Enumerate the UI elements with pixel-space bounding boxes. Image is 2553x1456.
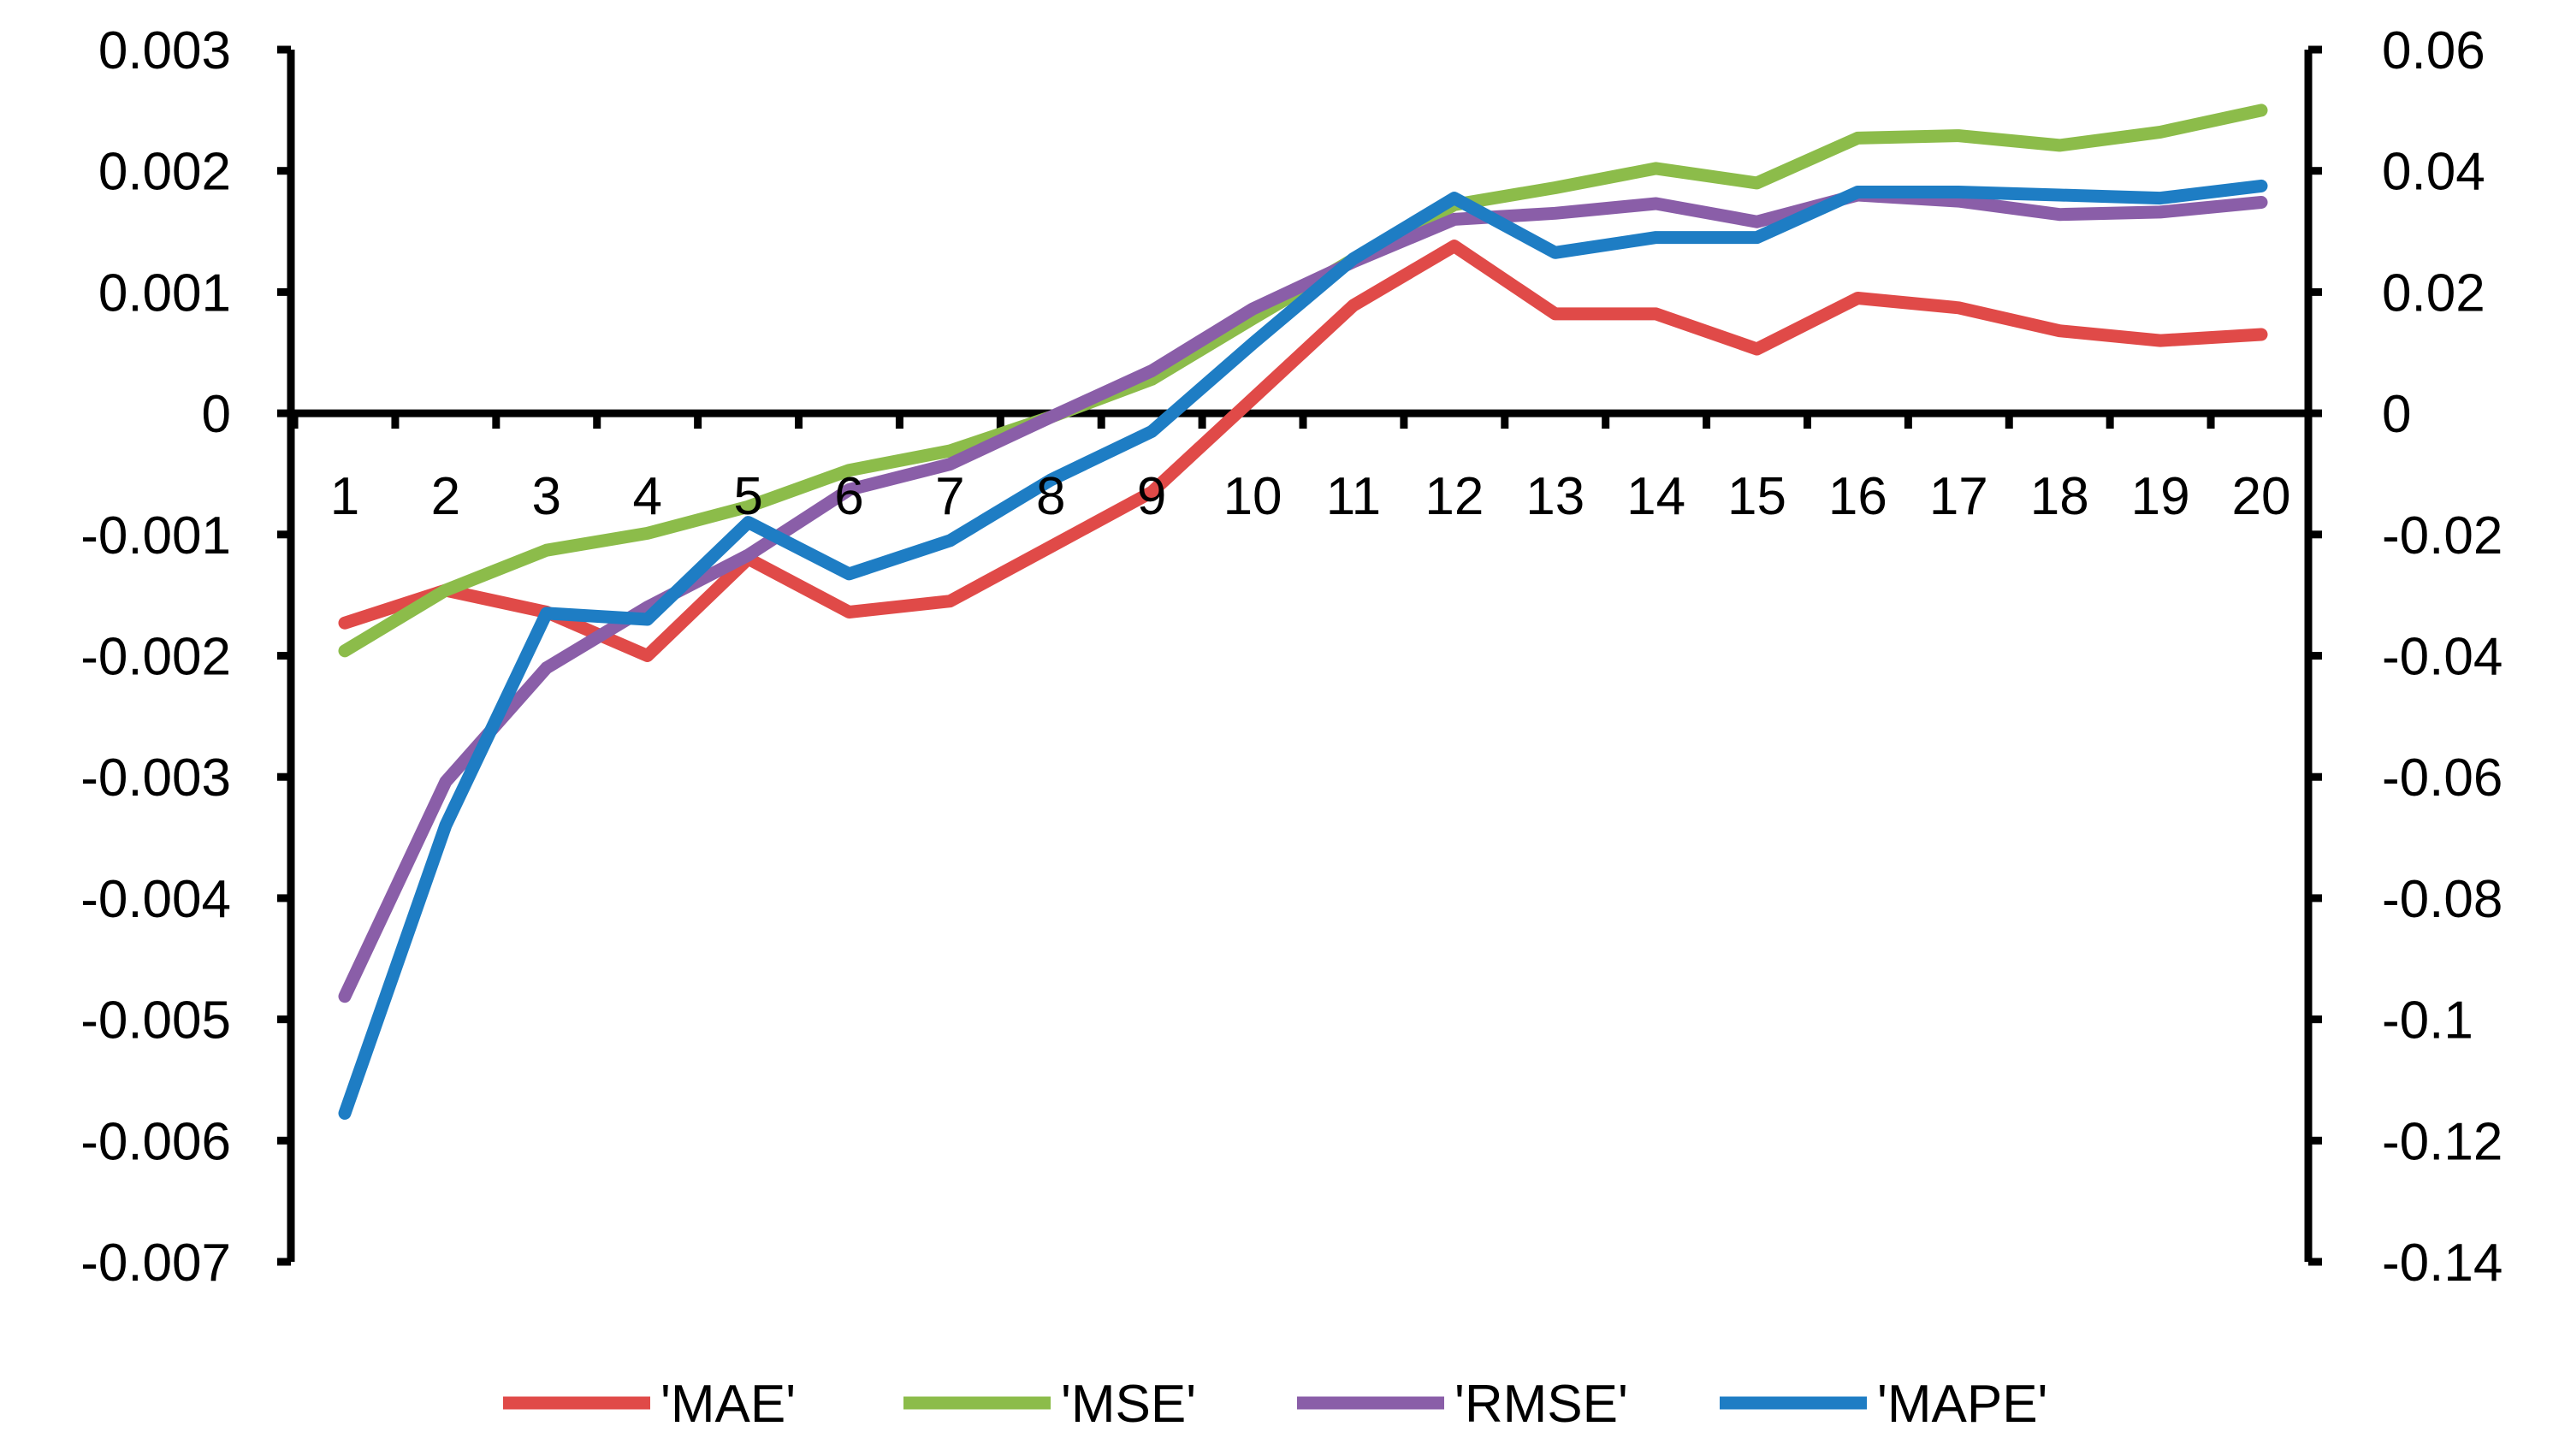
x-tick-label: 14 <box>1626 467 1685 526</box>
x-tick-label: 1 <box>330 467 359 526</box>
x-tick-label: 16 <box>1828 467 1887 526</box>
right-y-tick-label: -0.04 <box>2382 628 2503 687</box>
legend-label-mape: 'MAPE' <box>1877 1375 2047 1434</box>
x-tick-label: 13 <box>1525 467 1585 526</box>
tick-labels: 0.003 0.002 0.001 0 -0.001 -0.002 -0.003 -0.004… <box>80 21 2503 1293</box>
right-y-tick-label: 0.04 <box>2382 143 2485 202</box>
left-y-tick-label: -0.001 <box>80 506 231 565</box>
x-tick-label: 8 <box>1036 467 1065 526</box>
legend: 'MAE' 'MSE' 'RMSE' 'MAPE' <box>503 1375 2047 1434</box>
right-y-tick-label: -0.06 <box>2382 749 2503 808</box>
left-y-tick-label: 0.001 <box>98 263 231 323</box>
legend-label-rmse: 'RMSE' <box>1454 1375 1628 1434</box>
legend-label-mae: 'MAE' <box>660 1375 796 1434</box>
x-tick-label: 5 <box>733 467 762 526</box>
left-y-tick-label: 0.002 <box>98 143 231 202</box>
x-tick-label: 10 <box>1223 467 1282 526</box>
x-tick-label: 2 <box>431 467 460 526</box>
x-tick-label: 11 <box>1326 467 1381 526</box>
right-y-tick-label: 0.06 <box>2382 21 2485 80</box>
left-y-tick-label: -0.004 <box>80 870 231 929</box>
left-y-tick-label: 0 <box>202 385 231 444</box>
x-tick-label: 4 <box>632 467 661 526</box>
right-y-tick-label: -0.12 <box>2382 1112 2503 1171</box>
left-y-tick-label: 0.003 <box>98 21 231 80</box>
right-y-tick-label: -0.08 <box>2382 870 2503 929</box>
left-y-tick-label: -0.005 <box>80 991 231 1051</box>
legend-label-mse: 'MSE' <box>1061 1375 1196 1434</box>
x-tick-label: 6 <box>834 467 863 526</box>
axes <box>277 45 2322 1266</box>
left-y-tick-label: -0.003 <box>80 749 231 808</box>
left-y-tick-label: -0.002 <box>80 628 231 687</box>
left-y-tick-label: -0.006 <box>80 1112 231 1171</box>
series-line-mae <box>338 240 2268 662</box>
x-tick-label: 17 <box>1929 467 1988 526</box>
x-tick-label: 12 <box>1425 467 1484 526</box>
x-tick-label: 20 <box>2232 467 2291 526</box>
right-y-tick-label: 0 <box>2382 385 2411 444</box>
x-tick-label: 18 <box>2030 467 2089 526</box>
x-tick-label: 3 <box>532 467 561 526</box>
right-y-tick-label: -0.1 <box>2382 991 2473 1051</box>
right-y-tick-label: -0.14 <box>2382 1234 2503 1293</box>
x-tick-label: 19 <box>2131 467 2190 526</box>
right-y-tick-label: 0.02 <box>2382 263 2485 323</box>
series-line-mape <box>338 179 2268 1120</box>
series-lines <box>338 104 2268 1120</box>
left-y-tick-label: -0.007 <box>80 1234 231 1293</box>
x-tick-label: 15 <box>1727 467 1786 526</box>
x-tick-label: 9 <box>1137 467 1166 526</box>
right-y-tick-label: -0.02 <box>2382 506 2503 565</box>
x-tick-label: 7 <box>935 467 964 526</box>
